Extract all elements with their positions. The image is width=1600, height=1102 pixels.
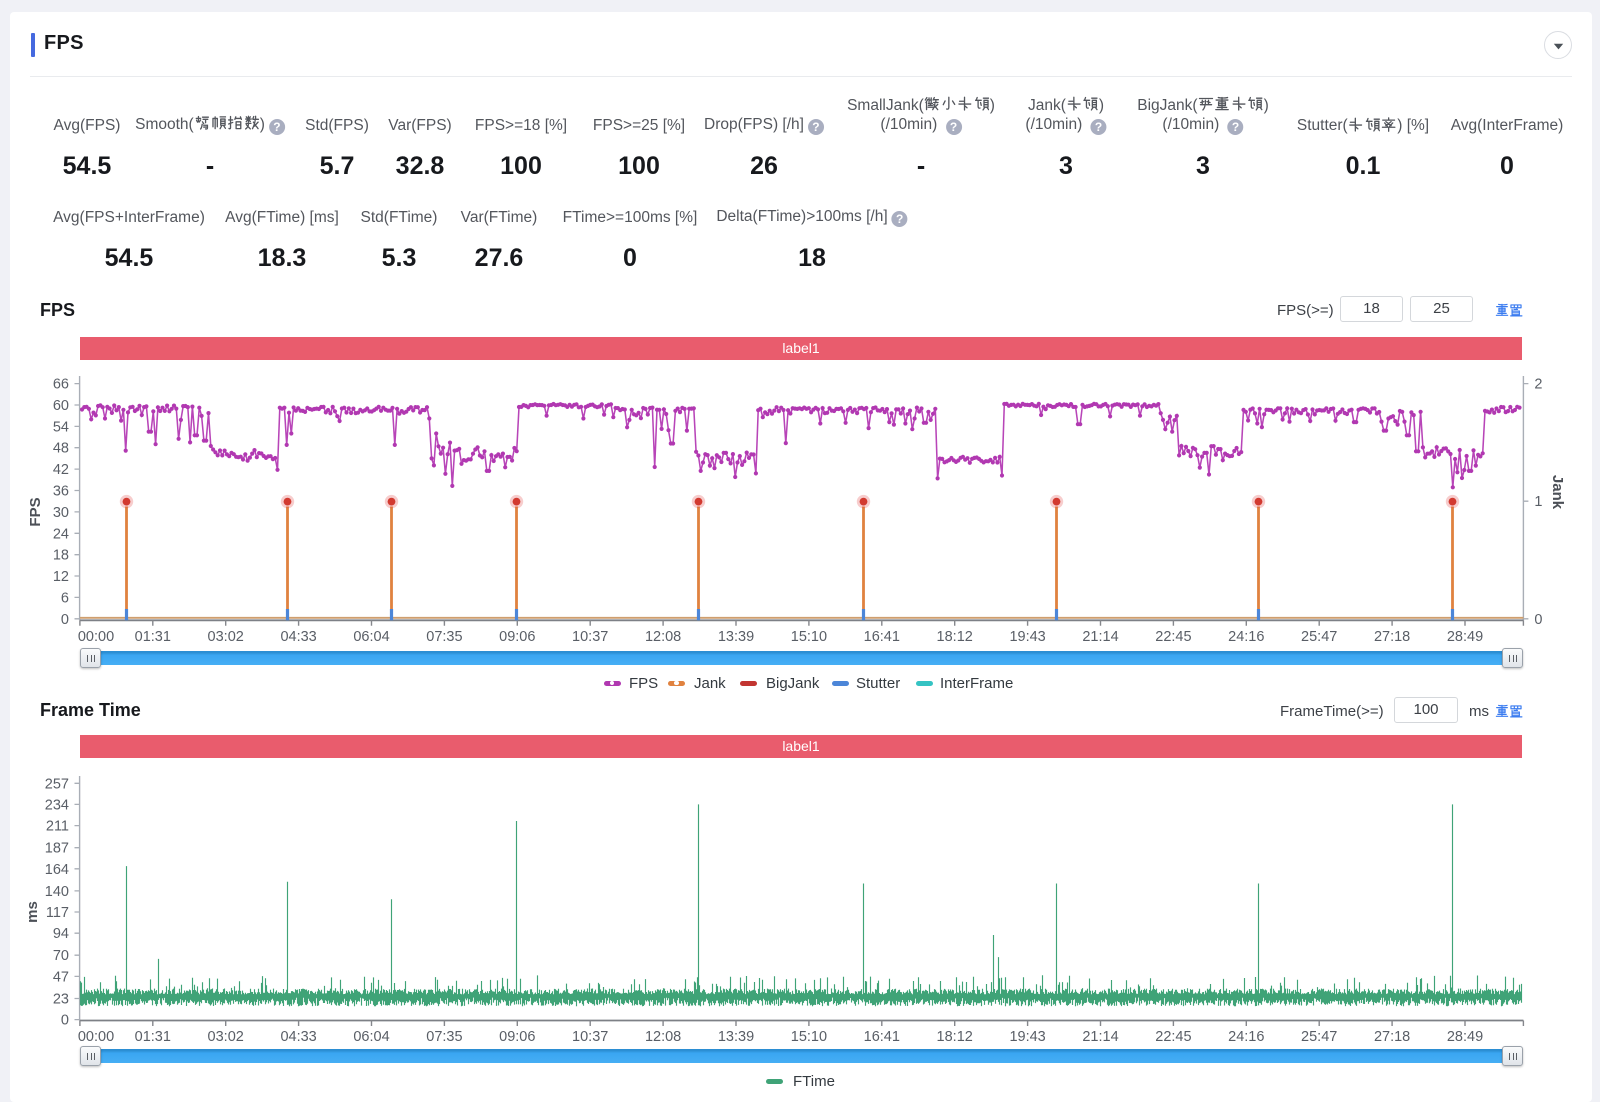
svg-text:70: 70 xyxy=(53,948,69,964)
svg-text:Jank: Jank xyxy=(1549,475,1566,510)
svg-text:36: 36 xyxy=(53,484,69,500)
svg-text:06:04: 06:04 xyxy=(353,629,389,645)
svg-text:117: 117 xyxy=(46,905,69,921)
svg-text:164: 164 xyxy=(45,862,69,878)
svg-text:21:14: 21:14 xyxy=(1082,1029,1118,1045)
svg-text:6: 6 xyxy=(61,590,69,606)
svg-text:257: 257 xyxy=(45,776,69,792)
svg-text:13:39: 13:39 xyxy=(718,1029,754,1045)
svg-text:28:49: 28:49 xyxy=(1447,1029,1483,1045)
svg-text:234: 234 xyxy=(45,797,69,813)
svg-text:30: 30 xyxy=(53,505,69,521)
svg-text:27:18: 27:18 xyxy=(1374,1029,1410,1045)
svg-text:01:31: 01:31 xyxy=(135,629,171,645)
svg-text:2: 2 xyxy=(1534,377,1542,393)
svg-text:60: 60 xyxy=(53,398,69,414)
svg-text:42: 42 xyxy=(53,462,69,478)
svg-text:25:47: 25:47 xyxy=(1301,1029,1337,1045)
svg-text:0: 0 xyxy=(61,612,69,628)
svg-text:0: 0 xyxy=(61,1013,69,1029)
svg-text:04:33: 04:33 xyxy=(280,1029,316,1045)
svg-text:28:49: 28:49 xyxy=(1447,629,1483,645)
svg-text:27:18: 27:18 xyxy=(1374,629,1410,645)
svg-text:24:16: 24:16 xyxy=(1228,1029,1264,1045)
svg-text:15:10: 15:10 xyxy=(791,1029,827,1045)
svg-text:19:43: 19:43 xyxy=(1009,629,1045,645)
svg-text:10:37: 10:37 xyxy=(572,629,608,645)
svg-text:16:41: 16:41 xyxy=(864,1029,900,1045)
svg-text:16:41: 16:41 xyxy=(864,629,900,645)
svg-text:54: 54 xyxy=(53,419,69,435)
svg-text:04:33: 04:33 xyxy=(280,629,316,645)
svg-text:18:12: 18:12 xyxy=(937,1029,973,1045)
svg-text:94: 94 xyxy=(53,926,69,942)
svg-text:09:06: 09:06 xyxy=(499,1029,535,1045)
svg-text:ms: ms xyxy=(24,901,41,923)
svg-text:12:08: 12:08 xyxy=(645,1029,681,1045)
svg-text:187: 187 xyxy=(45,841,69,857)
svg-text:23: 23 xyxy=(53,992,69,1008)
svg-text:00:00: 00:00 xyxy=(78,1029,114,1045)
svg-text:09:06: 09:06 xyxy=(499,629,535,645)
svg-text:12: 12 xyxy=(53,569,69,585)
svg-text:24:16: 24:16 xyxy=(1228,629,1264,645)
svg-text:06:04: 06:04 xyxy=(353,1029,389,1045)
svg-text:66: 66 xyxy=(53,377,69,393)
svg-text:47: 47 xyxy=(53,969,69,985)
svg-text:22:45: 22:45 xyxy=(1155,629,1191,645)
svg-text:24: 24 xyxy=(53,526,69,542)
svg-text:1: 1 xyxy=(1534,494,1542,510)
svg-text:15:10: 15:10 xyxy=(791,629,827,645)
svg-text:211: 211 xyxy=(46,819,69,835)
svg-text:19:43: 19:43 xyxy=(1009,1029,1045,1045)
svg-text:07:35: 07:35 xyxy=(426,629,462,645)
svg-text:07:35: 07:35 xyxy=(426,1029,462,1045)
svg-text:48: 48 xyxy=(53,441,69,457)
svg-text:03:02: 03:02 xyxy=(208,1029,244,1045)
svg-text:21:14: 21:14 xyxy=(1082,629,1118,645)
svg-text:10:37: 10:37 xyxy=(572,1029,608,1045)
svg-text:140: 140 xyxy=(45,884,69,900)
svg-text:03:02: 03:02 xyxy=(208,629,244,645)
svg-text:22:45: 22:45 xyxy=(1155,1029,1191,1045)
svg-text:25:47: 25:47 xyxy=(1301,629,1337,645)
svg-text:FPS: FPS xyxy=(27,497,44,526)
svg-text:0: 0 xyxy=(1534,612,1542,628)
svg-text:01:31: 01:31 xyxy=(135,1029,171,1045)
svg-text:18:12: 18:12 xyxy=(937,629,973,645)
svg-text:18: 18 xyxy=(53,548,69,564)
svg-text:12:08: 12:08 xyxy=(645,629,681,645)
svg-text:13:39: 13:39 xyxy=(718,629,754,645)
svg-text:00:00: 00:00 xyxy=(78,629,114,645)
